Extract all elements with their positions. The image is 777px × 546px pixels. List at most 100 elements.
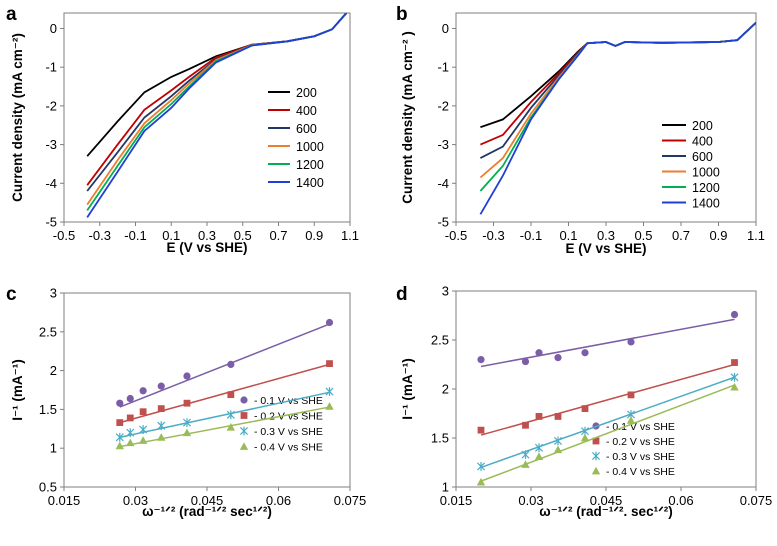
data-point bbox=[534, 443, 544, 453]
series-0-1-V-vs-SHE: - 0.1 V vs SHE bbox=[477, 310, 739, 433]
legend-label: 200 bbox=[692, 119, 713, 133]
data-point bbox=[730, 372, 739, 382]
x-tick-label: 0.045 bbox=[590, 493, 623, 508]
x-tick-label: 0.7 bbox=[269, 228, 287, 243]
x-axis-label: ω⁻¹ᐟ² (rad⁻¹ᐟ². sec¹ᐟ²) bbox=[539, 504, 673, 519]
x-tick-label: 1.1 bbox=[747, 228, 765, 243]
series-1000: 1000 bbox=[479, 22, 756, 180]
legend-marker bbox=[591, 451, 601, 461]
data-point bbox=[730, 310, 739, 319]
data-point bbox=[115, 441, 124, 450]
y-tick-label: 0.5 bbox=[39, 480, 57, 495]
trend-line bbox=[119, 391, 330, 439]
x-tick-label: 0.5 bbox=[634, 228, 652, 243]
data-point bbox=[521, 460, 530, 468]
legend-label: - 0.4 V vs SHE bbox=[254, 442, 323, 454]
data-point bbox=[626, 416, 636, 424]
panel-a: a 0 -1 -2 -3 -4 -5-0.5 -0.3 -0.1 0.1 0.3 0.5 0.7 0.9 1… bbox=[6, 4, 359, 255]
series-0-4-V-vs-SHE: - 0.4 V vs SHE bbox=[115, 402, 334, 454]
y-axis-label: Current density (mA cm⁻² ) bbox=[400, 31, 415, 203]
legend-label: - 0.2 V vs SHE bbox=[606, 436, 675, 448]
trend-line bbox=[119, 406, 330, 448]
data-point bbox=[157, 421, 166, 431]
data-point bbox=[522, 421, 529, 429]
data-point bbox=[477, 356, 485, 364]
y-tick-label: 1 bbox=[442, 480, 449, 495]
data-point bbox=[325, 402, 334, 410]
y-tick-label: 2 bbox=[50, 363, 57, 378]
data-point bbox=[730, 382, 739, 391]
x-tick-label: 0.1 bbox=[162, 228, 180, 243]
y-tick-label: 0 bbox=[50, 21, 57, 36]
series-0-2-V-vs-SHE: - 0.2 V vs SHE bbox=[116, 360, 333, 426]
y-tick-label: 1.5 bbox=[39, 402, 57, 417]
data-point bbox=[126, 394, 134, 403]
data-point bbox=[627, 391, 635, 399]
data-point bbox=[157, 405, 165, 413]
y-tick-label: -2 bbox=[45, 98, 57, 113]
x-tick-label: 0.5 bbox=[234, 228, 252, 243]
data-point bbox=[139, 387, 147, 395]
x-tick-label: -0.5 bbox=[53, 228, 75, 243]
data-point bbox=[581, 405, 589, 412]
series-200: 200 bbox=[480, 22, 756, 133]
x-tick-label: 0.3 bbox=[597, 228, 615, 243]
y-tick-label: -1 bbox=[45, 60, 57, 75]
x-tick-label: 0.9 bbox=[305, 228, 323, 243]
x-tick-label: -0.1 bbox=[124, 228, 146, 243]
y-tick-label: 0 bbox=[442, 21, 449, 36]
data-point bbox=[731, 359, 738, 366]
data-point bbox=[477, 426, 485, 434]
y-tick-label: -1 bbox=[437, 60, 449, 75]
data-point bbox=[554, 354, 562, 362]
data-point bbox=[182, 418, 192, 427]
x-tick-label: 0.06 bbox=[668, 493, 693, 508]
legend-label: - 0.3 V vs SHE bbox=[606, 451, 675, 463]
data-point bbox=[521, 357, 530, 366]
y-tick-label: -4 bbox=[437, 176, 449, 191]
data-point bbox=[126, 428, 135, 438]
legend-label: - 0.4 V vs SHE bbox=[606, 466, 675, 478]
legend-label: 1400 bbox=[296, 176, 324, 190]
x-tick-label: 0.045 bbox=[191, 493, 224, 508]
y-axis-label: I⁻¹ (mA⁻¹) bbox=[10, 359, 25, 421]
data-point bbox=[534, 452, 544, 461]
x-tick-label: -0.5 bbox=[445, 228, 467, 243]
data-point bbox=[553, 436, 563, 446]
y-tick-label: -5 bbox=[45, 215, 57, 230]
x-tick-label: 1.1 bbox=[341, 228, 359, 243]
data-point bbox=[115, 432, 124, 442]
series-line bbox=[86, 13, 348, 218]
series-line bbox=[479, 22, 756, 215]
panel-c: c 0.5 1 1.5 2 2.5 3 0.015 0.03 0.045 0.06 0.075 ω⁻¹ᐟ… bbox=[6, 284, 366, 519]
y-tick-label: -5 bbox=[437, 215, 449, 230]
data-point bbox=[553, 445, 563, 454]
x-tick-label: 0.7 bbox=[672, 228, 690, 243]
y-tick-label: 3 bbox=[442, 284, 449, 299]
series-0-4-V-vs-SHE: - 0.4 V vs SHE bbox=[476, 382, 739, 486]
data-point bbox=[157, 382, 165, 390]
y-axis-label: I⁻¹ (mA⁻¹) bbox=[400, 358, 415, 420]
panel-d: d 1 1.5 2 2.5 3 0.015 0.03 0.045 0.06 0.075 ω⁻¹ᐟ² (… bbox=[396, 284, 772, 520]
y-tick-label: 1.5 bbox=[431, 431, 449, 446]
data-point bbox=[139, 425, 148, 434]
data-point bbox=[126, 414, 134, 422]
data-point bbox=[521, 450, 530, 460]
legend-marker bbox=[240, 412, 248, 419]
y-tick-label: 2.5 bbox=[431, 333, 449, 348]
data-point bbox=[138, 436, 148, 444]
legend-label: 1000 bbox=[692, 166, 720, 180]
x-tick-label: 0.03 bbox=[518, 493, 543, 508]
x-tick-label: 0.06 bbox=[266, 493, 291, 508]
y-tick-label: 1 bbox=[50, 441, 57, 456]
legend-marker bbox=[592, 437, 600, 445]
x-axis-label: E (V vs SHE) bbox=[565, 241, 646, 256]
data-point bbox=[580, 433, 590, 442]
y-axis-label: Current density (mA cm⁻²) bbox=[10, 33, 25, 202]
x-tick-label: -0.3 bbox=[482, 228, 504, 243]
data-point bbox=[325, 318, 334, 327]
data-point bbox=[226, 410, 235, 420]
x-axis-label: E (V vs SHE) bbox=[166, 240, 247, 255]
legend-label: 400 bbox=[692, 135, 713, 149]
x-tick-label: 0.015 bbox=[48, 493, 81, 508]
